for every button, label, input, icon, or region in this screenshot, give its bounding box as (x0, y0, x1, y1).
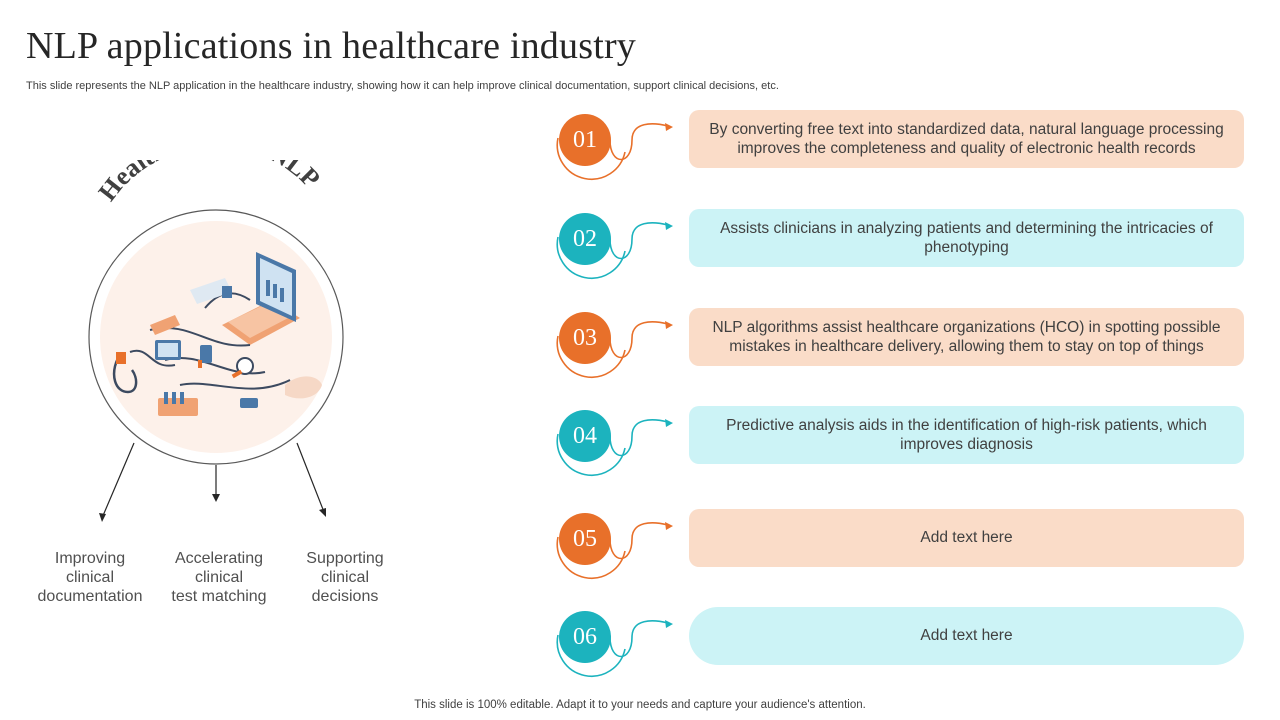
item-number: 05 (573, 526, 597, 552)
number-badge-02 (556, 213, 673, 280)
item-number: 01 (573, 127, 597, 153)
footer-note: This slide is 100% editable. Adapt it to… (414, 699, 866, 711)
caption-supporting-decisions: Supporting clinical decisions (306, 550, 384, 605)
list-item-01: 01 By converting free text into standard… (548, 110, 1248, 181)
item-text-box: Add text here (689, 509, 1244, 567)
list-item-02: 02 Assists clinicians in analyzing patie… (548, 209, 1248, 280)
list-item-04: 04 Predictive analysis aids in the ident… (548, 406, 1248, 477)
list-item-06: 06 Add text here (548, 607, 1248, 678)
arc-title: Healthcare and NLP (93, 160, 326, 206)
laptop-icon (222, 252, 300, 345)
item-number: 02 (573, 226, 597, 252)
number-badge-03 (556, 312, 673, 379)
arc-title-text: Healthcare and NLP (93, 160, 326, 206)
item-text-box: By converting free text into standardize… (689, 110, 1244, 168)
item-number: 06 (573, 624, 597, 650)
item-text-box: NLP algorithms assist healthcare organiz… (689, 308, 1244, 366)
device-icons (112, 278, 322, 416)
page-subtitle: This slide represents the NLP applicatio… (26, 80, 779, 92)
item-number: 03 (573, 325, 597, 351)
healthcare-illustration: Healthcare and NLP (88, 160, 344, 522)
list-item-05: 05 Add text here (548, 509, 1248, 580)
caption-accelerating-test-matching: Accelerating clinical test matching (171, 550, 267, 605)
list-item-03: 03 NLP algorithms assist healthcare orga… (548, 308, 1248, 379)
caption-improving-documentation: Improving clinical documentation (37, 550, 143, 605)
inner-circle (100, 221, 332, 453)
number-badge-04 (556, 410, 673, 477)
page-title: NLP applications in healthcare industry (26, 25, 637, 67)
number-badge-06 (556, 611, 673, 678)
item-text-box: Add text here (689, 607, 1244, 665)
item-text-box: Predictive analysis aids in the identifi… (689, 406, 1244, 464)
number-badge-05 (556, 513, 673, 580)
item-text-box: Assists clinicians in analyzing patients… (689, 209, 1244, 267)
item-number: 04 (573, 423, 597, 449)
number-badge-01 (556, 114, 673, 181)
